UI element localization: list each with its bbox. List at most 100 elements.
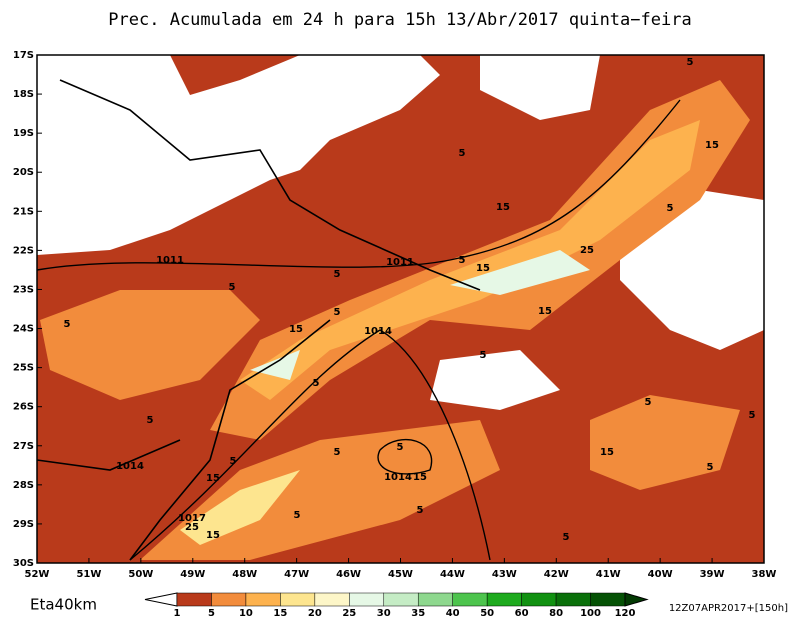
contour-label: 1017 [178,513,206,524]
contour-label: 1011 [156,255,184,266]
contour-label: 1014 [116,461,144,472]
map-fields [36,55,764,563]
contour-label: 15 [413,472,427,483]
colorbar-segment [521,592,557,607]
contour-label: 5 [334,447,341,458]
lon-label: 50W [128,569,153,580]
run-time: 12Z07APR2017+[150h] [669,603,788,614]
colorbar-segment [555,592,591,607]
contour-label: 5 [334,307,341,318]
lat-label: 26S [13,402,34,413]
colorbar-label: 30 [377,608,391,618]
lon-label: 39W [700,569,725,580]
contour-label: 5 [397,442,404,453]
lon-label: 48W [232,569,257,580]
colorbar-segment [245,592,281,607]
colorbar-label: 60 [515,608,529,618]
field-band [240,120,700,400]
lon-label: 52W [25,569,50,580]
contour-label: 15 [705,140,719,151]
colorbar-segment [383,592,419,607]
contour-label: 1014 [364,326,392,337]
contour-label: 5 [334,269,341,280]
colorbar-label: 40 [446,608,460,618]
colorbar-label: 5 [208,608,215,618]
contour-label: 5 [667,203,674,214]
colorbar-label: 35 [411,608,425,618]
colorbar-cap [624,592,649,607]
lat-label: 22S [13,245,34,256]
coastline [36,79,481,561]
contour-label: 5 [417,505,424,516]
colorbar-label: 100 [580,608,601,618]
colorbar-label: 15 [273,608,287,618]
lon-label: 43W [492,569,517,580]
lon-label: 44W [440,569,465,580]
contour-label: 5 [687,57,694,68]
lon-label: 42W [544,569,569,580]
title: Prec. Acumulada em 24 h para 15h 13/Abr/… [108,10,691,30]
contour-label: 5 [230,456,237,467]
lat-label: 24S [13,324,34,335]
field-band [210,80,750,440]
lat-label: 17S [13,50,34,61]
contour-label: 5 [64,319,71,330]
lat-label: 23S [13,284,34,295]
lat-label: 30S [13,558,34,569]
colorbar-cap [144,592,178,607]
contour-label: 5 [645,397,652,408]
isobar [36,99,681,561]
lat-label: 21S [13,206,34,217]
field-dry [37,55,440,255]
lon-label: 41W [596,569,621,580]
contour-label: 1014 [384,472,412,483]
colorbar-label: 120 [615,608,636,618]
contour-label: 25 [185,522,199,533]
contour-label: 5 [229,282,236,293]
field-band [40,290,260,400]
lat-label: 20S [13,167,34,178]
field-band [590,395,740,490]
contour-label: 15 [206,530,220,541]
contour-label: 15 [538,306,552,317]
contour-label: 5 [707,462,714,473]
contour-label: 5 [147,415,154,426]
colorbar-segment [211,592,247,607]
colorbar-segment [349,592,385,607]
colorbar-label: 80 [549,608,563,618]
contour-label: 5 [563,532,570,543]
model-name: Eta40km [30,596,97,614]
colorbar-segment [176,592,212,607]
colorbar-label: 25 [342,608,356,618]
lat-label: 19S [13,128,34,139]
lon-label: 51W [76,569,101,580]
colorbar-label: 50 [480,608,494,618]
colorbar-label: 1 [174,608,181,618]
colorbar-label: 10 [239,608,253,618]
contour-label: 5 [480,350,487,361]
lon-label: 47W [284,569,309,580]
lon-label: 45W [388,569,413,580]
contour-label: 5 [313,378,320,389]
lat-label: 28S [13,480,34,491]
contour-label: 5 [749,410,756,421]
contour-label: 15 [206,473,220,484]
contour-label: 1011 [386,257,414,268]
contour-label: 25 [580,245,594,256]
lon-label: 40W [648,569,673,580]
field-dry [430,350,560,410]
field-band [250,250,590,380]
colorbar-segment [486,592,522,607]
contour-label: 15 [600,447,614,458]
colorbar-segment [314,592,350,607]
contour-label: 15 [476,263,490,274]
contour-label: 15 [289,324,303,335]
field-dry [480,55,600,120]
lon-label: 38W [752,569,777,580]
field-band [180,470,300,545]
colorbar-segment [417,592,453,607]
lon-label: 46W [336,569,361,580]
colorbar-label: 20 [308,608,322,618]
lon-label: 49W [180,569,205,580]
